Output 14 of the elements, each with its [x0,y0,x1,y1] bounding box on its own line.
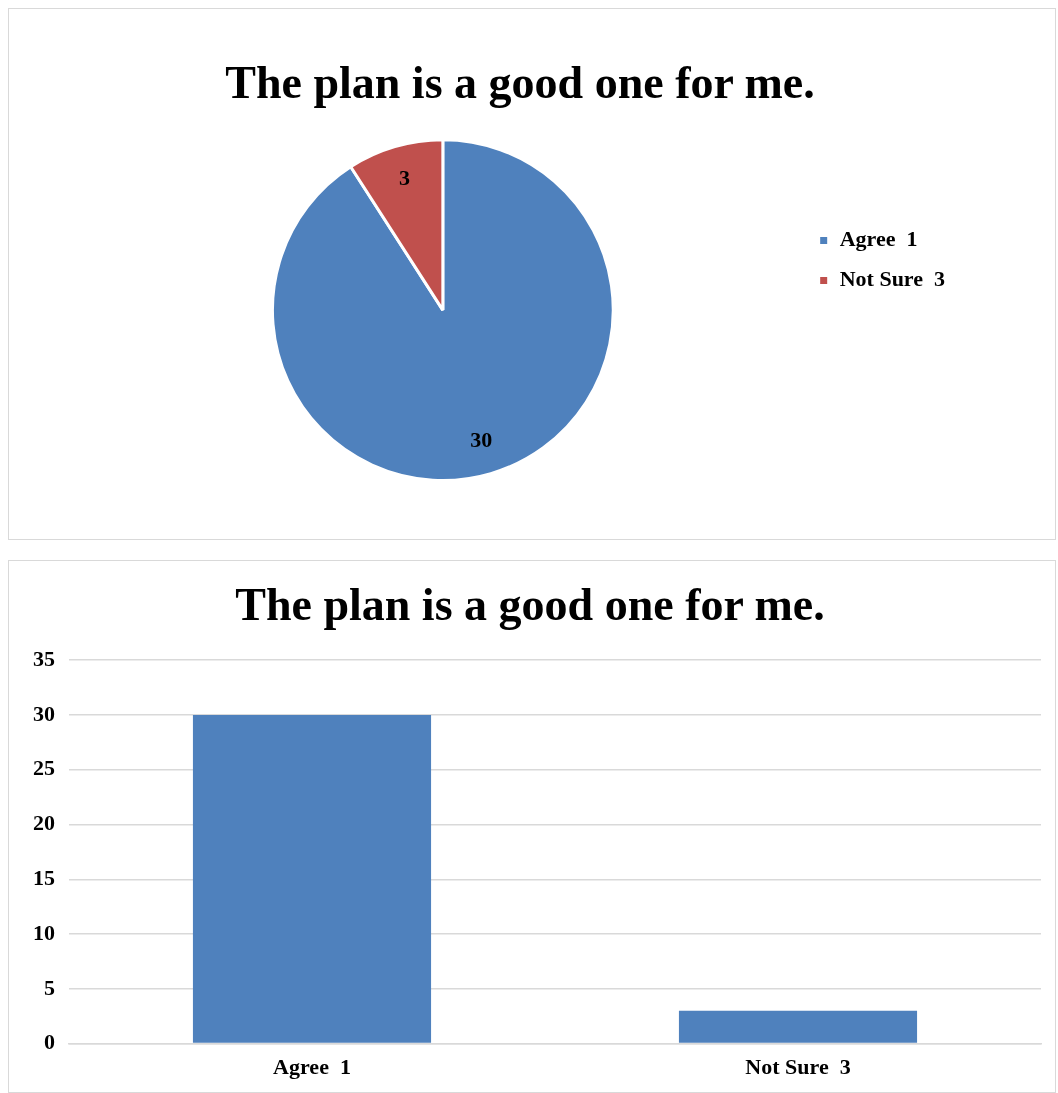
data-label: 30 [470,426,493,452]
y-tick-label: 5 [44,974,55,1000]
chart-title: The plan is a good one for me. [235,579,825,631]
y-tick-label: 10 [33,919,55,945]
y-tick-label: 25 [33,755,55,781]
y-tick-label: 15 [33,864,55,890]
legend-label: Agree 1 [839,226,918,252]
y-tick-label: 35 [33,645,55,671]
y-tick-label: 30 [33,700,55,726]
y-tick-label: 0 [44,1029,55,1055]
legend-label: Not Sure 3 [839,266,946,292]
chart-title: The plan is a good one for me. [225,57,815,109]
data-label: 3 [398,164,410,190]
y-tick-label: 20 [33,810,55,836]
